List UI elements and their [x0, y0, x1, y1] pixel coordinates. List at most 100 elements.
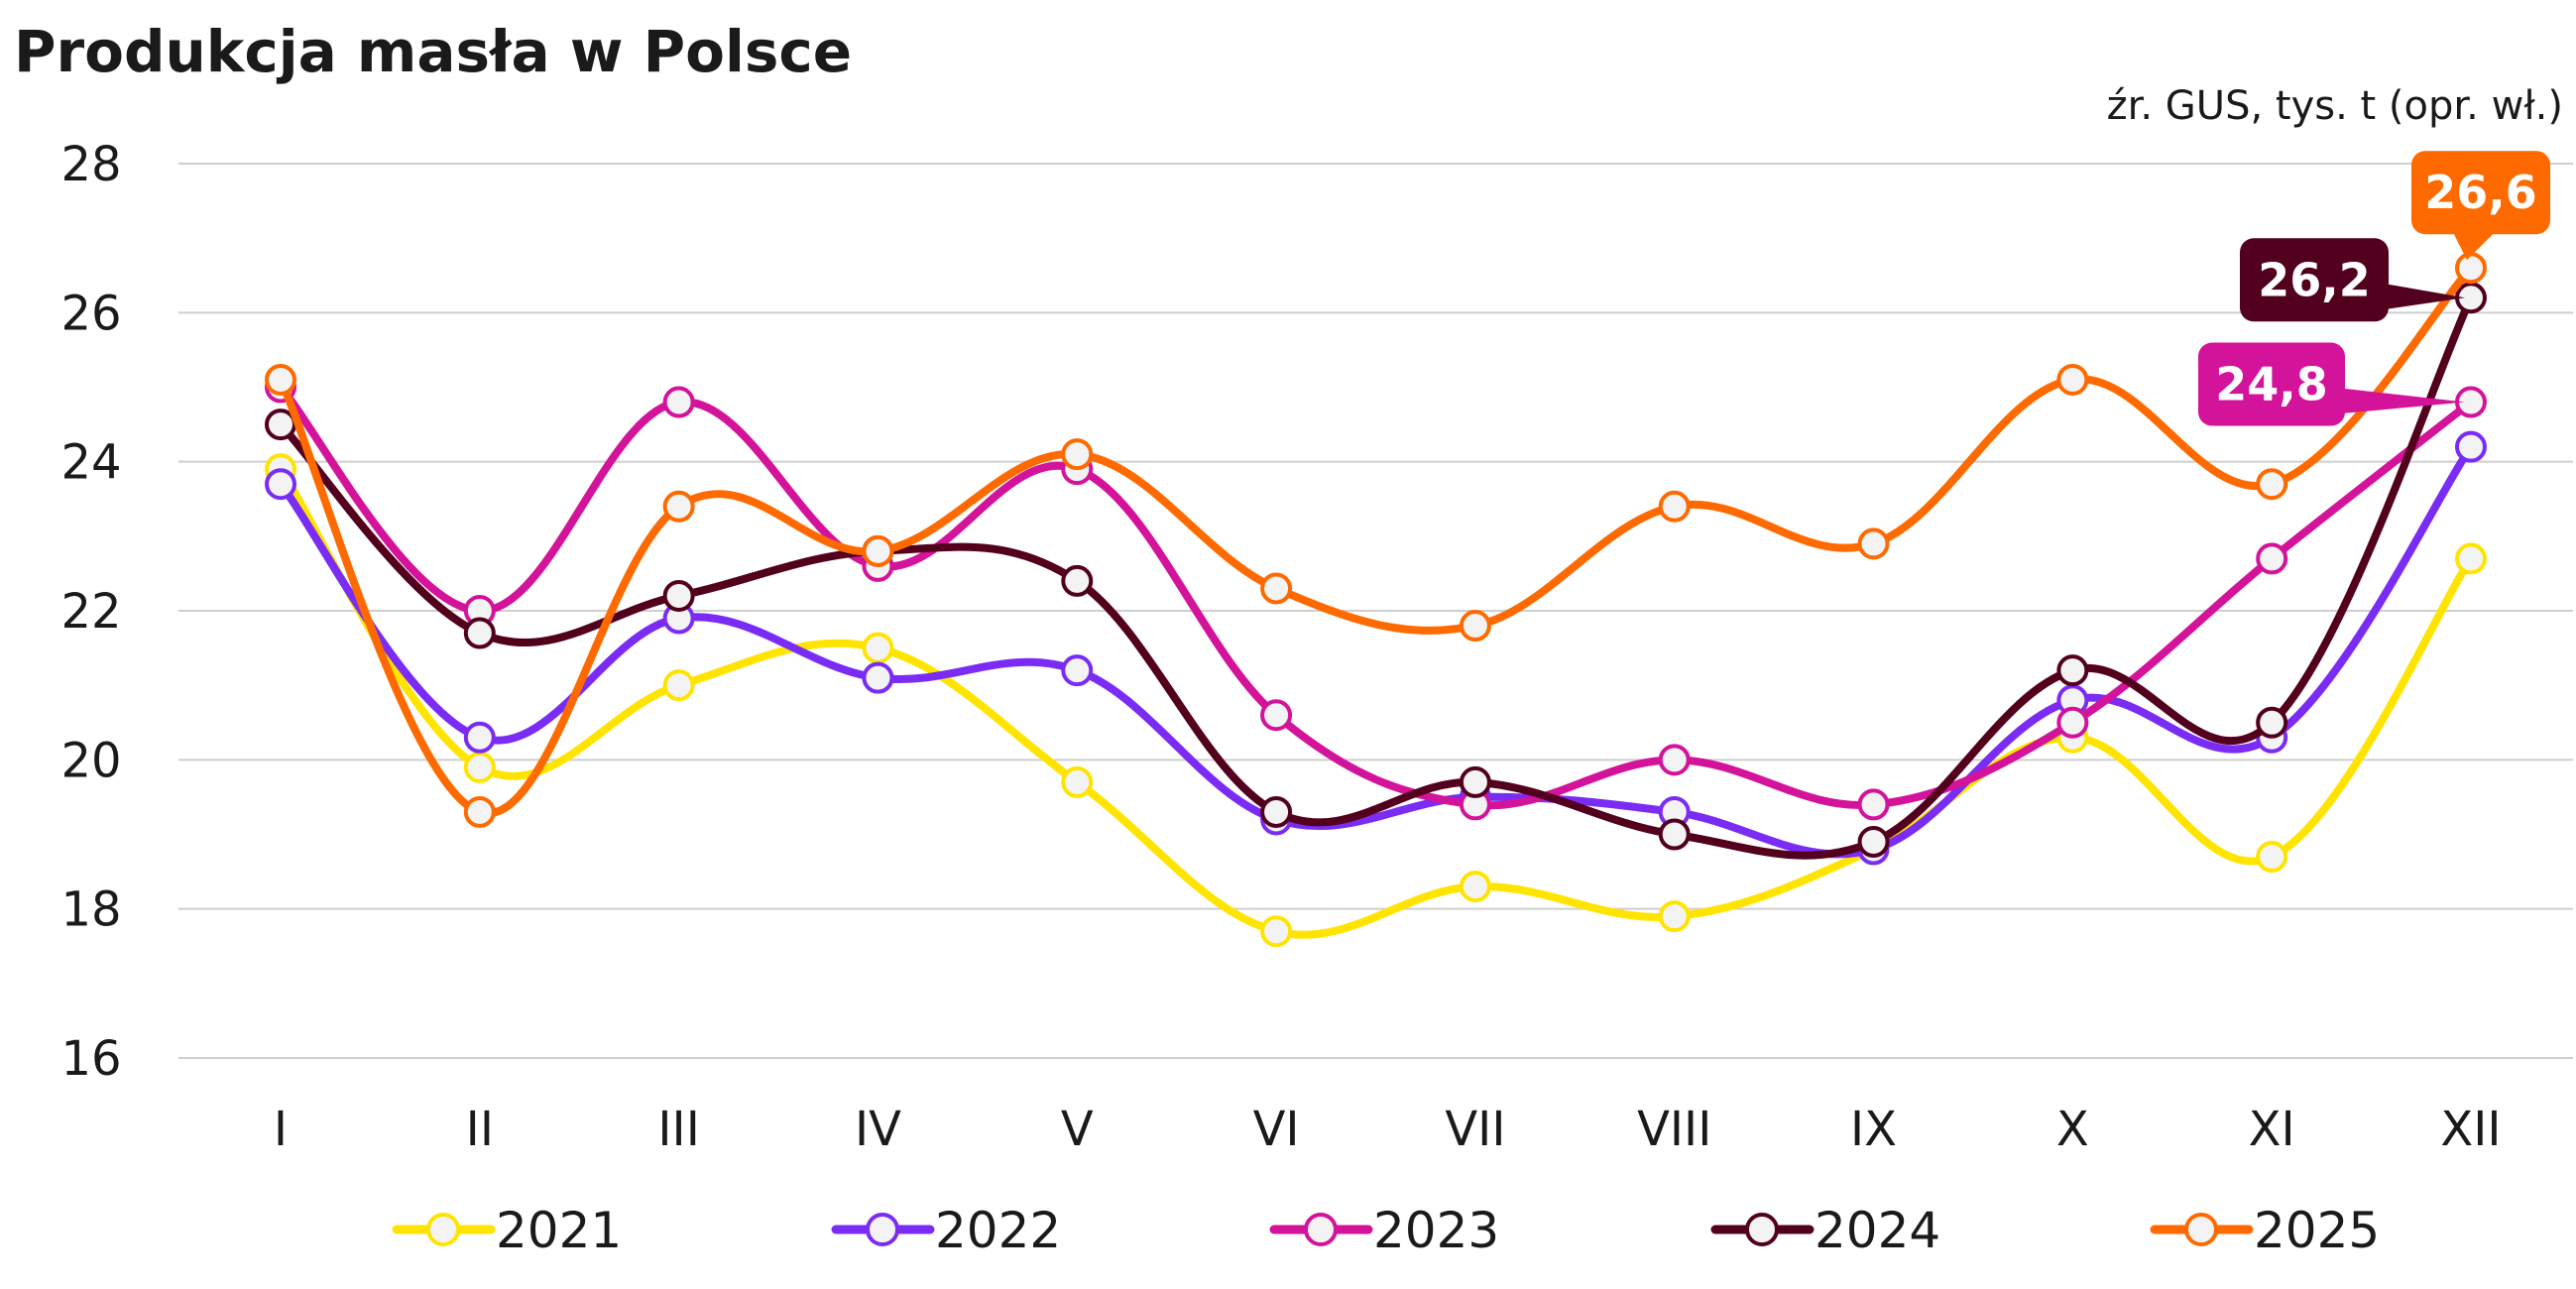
data-point [1459, 871, 1491, 903]
data-point [265, 363, 296, 396]
data-point [2056, 363, 2089, 396]
data-point [1459, 765, 1491, 798]
legend-item-2025: 2025 [2150, 1202, 2380, 1259]
series-2021 [265, 453, 2487, 948]
data-point [2455, 542, 2487, 575]
data-point [2256, 706, 2288, 739]
data-point [862, 661, 894, 694]
x-tick-label: VI [1253, 1102, 1300, 1157]
x-tick-label: XII [2440, 1102, 2501, 1157]
series-2025 [265, 252, 2487, 828]
data-point [2256, 841, 2288, 874]
x-axis-ticks: I II III IV V VI VII VIII IX X XI XII [274, 1102, 2502, 1157]
series-line-2022 [277, 442, 2475, 859]
series-line-2023 [277, 383, 2475, 810]
callout-label: 26,6 [2424, 166, 2537, 219]
data-point [463, 795, 496, 828]
data-point [1857, 788, 1890, 821]
x-tick-label: X [2056, 1102, 2089, 1157]
source-note: źr. GUS, tys. t (opr. wł.) [2107, 83, 2563, 129]
callout-2025: 26,6 [2411, 151, 2550, 261]
callout-2023: 24,8 [2198, 342, 2465, 426]
data-point [265, 468, 296, 501]
series-2024 [265, 282, 2487, 860]
legend-swatch-marker [866, 1213, 899, 1246]
data-point [2056, 706, 2089, 739]
data-point [662, 669, 695, 702]
legend-item-2021: 2021 [392, 1202, 622, 1259]
y-axis-ticks: 16 18 20 22 24 26 28 [60, 137, 121, 1087]
data-point [1061, 765, 1094, 798]
data-point [1061, 654, 1094, 687]
callout-box [2240, 238, 2389, 322]
series-lines [265, 252, 2487, 948]
legend-label: 2022 [935, 1202, 1061, 1259]
data-point [2455, 252, 2487, 285]
callout-tail [2453, 232, 2495, 261]
data-point [1260, 915, 1293, 948]
x-tick-label: IX [1850, 1102, 1897, 1157]
data-point [862, 632, 894, 664]
data-point [662, 490, 695, 523]
legend-swatch-marker [1745, 1213, 1779, 1246]
callout-tail [2343, 388, 2465, 413]
x-tick-label: II [466, 1102, 494, 1157]
chart-title: Produkcja masła w Polsce [14, 18, 852, 85]
y-tick-label: 24 [60, 435, 121, 491]
data-point [1061, 564, 1094, 597]
legend-label: 2023 [1373, 1202, 1499, 1259]
y-tick-label: 16 [60, 1031, 121, 1087]
data-point [1857, 527, 1890, 560]
series-2023 [265, 371, 2487, 821]
value-callouts: 26,6 26,2 24,8 [2198, 151, 2550, 426]
x-tick-label: VII [1445, 1102, 1505, 1157]
data-point [862, 534, 894, 567]
callout-box [2411, 151, 2550, 235]
series-line-2025 [277, 264, 2475, 818]
y-tick-label: 26 [60, 286, 121, 341]
data-point [662, 579, 695, 612]
legend-item-2023: 2023 [1269, 1202, 1499, 1259]
x-tick-label: III [657, 1102, 699, 1157]
callout-label: 24,8 [2215, 358, 2328, 411]
x-tick-label: IV [855, 1102, 901, 1157]
legend-label: 2025 [2254, 1202, 2380, 1259]
y-tick-label: 18 [60, 882, 121, 938]
data-point [2256, 468, 2288, 501]
data-point [463, 721, 496, 754]
data-point [2256, 542, 2288, 575]
y-tick-label: 28 [60, 137, 121, 192]
x-tick-label: XI [2249, 1102, 2295, 1157]
legend-label: 2024 [1815, 1202, 1940, 1259]
legend-swatch-marker [426, 1213, 460, 1246]
data-point [1459, 610, 1491, 643]
legend-swatch-marker [2184, 1213, 2218, 1246]
data-point [1658, 818, 1691, 851]
series-line-2021 [277, 465, 2475, 939]
legend-item-2022: 2022 [831, 1202, 1061, 1259]
series-line-2024 [277, 293, 2475, 860]
x-tick-label: I [274, 1102, 288, 1157]
callout-tail [2387, 284, 2465, 309]
y-tick-label: 20 [60, 733, 121, 788]
legend: 2021 2022 2023 2024 2025 [392, 1202, 2380, 1259]
callout-2024: 26,2 [2240, 238, 2465, 322]
data-point [1857, 826, 1890, 859]
legend-swatch-marker [1304, 1213, 1338, 1246]
callout-label: 26,2 [2258, 253, 2371, 306]
callout-box [2198, 342, 2345, 426]
data-point [2056, 654, 2089, 687]
x-tick-label: VIII [1637, 1102, 1711, 1157]
data-point [1658, 900, 1691, 933]
legend-label: 2021 [496, 1202, 622, 1259]
data-point [463, 751, 496, 783]
data-point [662, 386, 695, 418]
data-point [1260, 699, 1293, 732]
data-point [1658, 744, 1691, 776]
data-point [1658, 490, 1691, 523]
data-point [1061, 438, 1094, 471]
y-tick-label: 22 [60, 584, 121, 640]
gridlines [178, 163, 2573, 1059]
data-point [1260, 572, 1293, 605]
